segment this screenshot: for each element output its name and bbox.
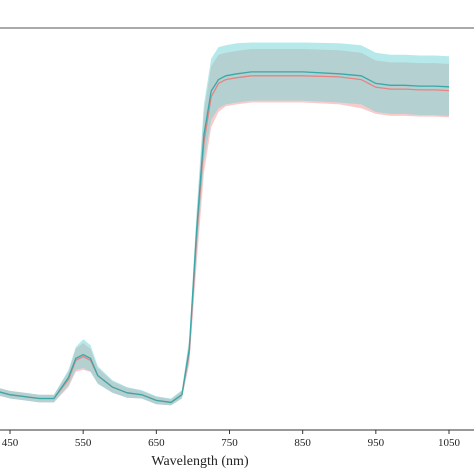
x-axis-ticks: 450 550 650 750 850 950 1050 bbox=[2, 430, 461, 449]
series-1-band bbox=[0, 42, 449, 406]
mean-lines bbox=[0, 71, 450, 404]
confidence-bands bbox=[0, 42, 449, 406]
x-tick-label-950: 950 bbox=[368, 437, 385, 449]
series-1-mean-line bbox=[0, 71, 450, 404]
x-axis-label: Wavelength (nm) bbox=[151, 454, 249, 469]
series-0-mean-line bbox=[0, 75, 450, 404]
x-tick-label-750: 750 bbox=[221, 437, 238, 449]
x-tick-label-850: 850 bbox=[294, 437, 311, 449]
x-tick-label-1050: 1050 bbox=[438, 437, 461, 449]
x-tick-label-450: 450 bbox=[2, 437, 19, 449]
x-tick-label-650: 650 bbox=[148, 437, 165, 449]
x-tick-label-550: 550 bbox=[75, 437, 92, 449]
